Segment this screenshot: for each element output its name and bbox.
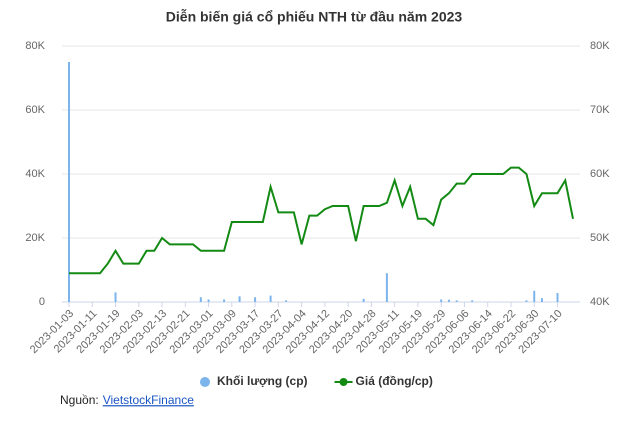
y2-tick-label: 40K [590,296,610,308]
volume-bar [285,300,288,302]
y-tick-label: 20K [25,232,45,244]
legend-marker [200,377,210,387]
volume-bar [540,298,543,302]
volume-bar [455,300,458,302]
volume-bar [207,299,210,302]
y-tick-label: 0 [39,296,45,308]
volume-bar [447,299,450,302]
source-link[interactable]: VietstockFinance [103,393,194,407]
source-label: Nguồn: [60,393,99,407]
volume-bar [223,299,226,302]
legend-label: Giá (đồng/cp) [356,374,433,388]
price-line [69,166,574,275]
legend-marker [339,378,348,386]
volume-bar [199,297,202,302]
volume-bar [238,296,241,302]
volume-bar [269,295,272,302]
y-tick-label: 40K [25,168,45,180]
volume-bar [68,62,70,302]
chart-title: Diễn biến giá cổ phiếu NTH từ đầu năm 20… [166,9,463,25]
volume-bar [114,292,117,302]
volume-bar [556,293,559,302]
legend-label: Khối lượng (cp) [217,374,308,388]
volume-bar [385,273,388,302]
volume-bar [362,298,365,302]
volume-bar [440,299,443,302]
y2-tick-label: 50K [590,232,610,244]
volume-bar [533,290,536,302]
y2-tick-label: 70K [590,104,610,116]
volume-bar [254,297,257,302]
volume-bar [525,300,528,302]
y-tick-label: 60K [25,104,45,116]
y2-tick-label: 60K [590,168,610,180]
y-tick-label: 80K [25,40,45,52]
y2-tick-label: 80K [590,40,610,52]
volume-bar [471,300,474,302]
